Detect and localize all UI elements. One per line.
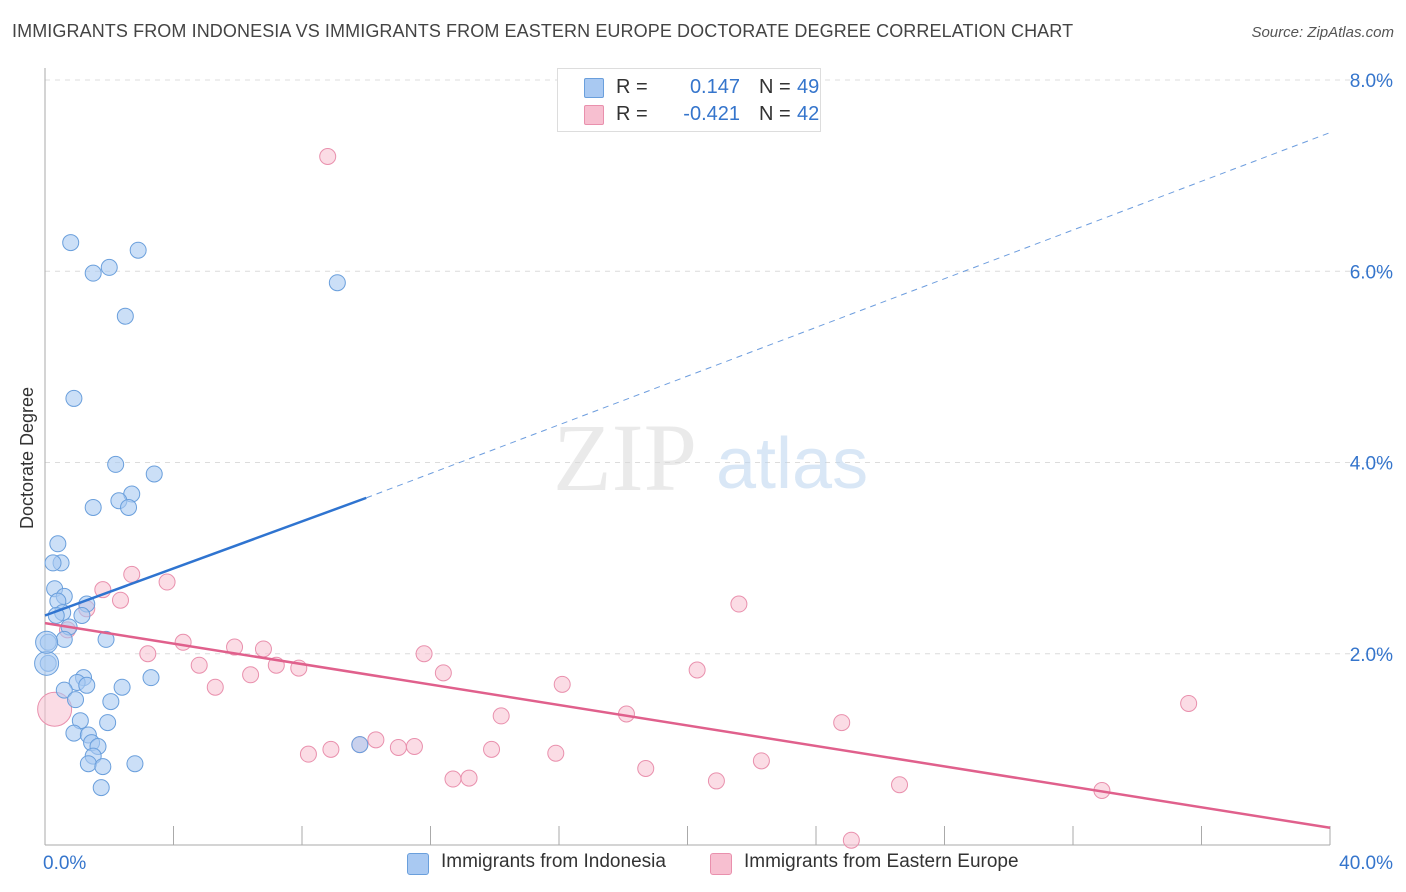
europe-point	[444, 770, 462, 788]
europe-point	[174, 633, 192, 651]
europe-point	[367, 731, 385, 749]
europe-point	[434, 664, 452, 682]
indonesia-point	[78, 676, 96, 694]
indonesia-point	[94, 758, 112, 776]
r-value-indonesia: 0.147	[689, 76, 740, 98]
chart-title: IMMIGRANTS FROM INDONESIA VS IMMIGRANTS …	[12, 21, 1074, 41]
indonesia-legend-label: Immigrants from Indonesia	[441, 851, 666, 872]
europe-point	[389, 738, 407, 756]
n-label: N =	[759, 103, 791, 125]
indonesia-point	[129, 241, 147, 259]
europe-point	[483, 740, 501, 758]
x-tick-label: 0.0%	[43, 853, 86, 874]
n-value-europe: 42	[797, 103, 820, 125]
indonesia-point	[142, 669, 160, 687]
europe-point	[842, 831, 860, 849]
y-tick-label: 2.0%	[1350, 645, 1393, 666]
r-value-europe: -0.421	[683, 103, 740, 125]
indonesia-point	[328, 274, 346, 292]
europe-legend-swatch	[710, 853, 732, 875]
indonesia-point	[84, 498, 102, 516]
indonesia-point	[49, 535, 67, 553]
indonesia-swatch	[584, 78, 604, 98]
indonesia-trend-line	[44, 496, 367, 617]
europe-point	[158, 573, 176, 591]
europe-point	[688, 661, 706, 679]
europe-point	[752, 752, 770, 770]
europe-point	[190, 656, 208, 674]
r-label: R =	[616, 103, 648, 125]
y-tick-label: 8.0%	[1350, 71, 1393, 92]
watermark-zip: ZIP	[553, 404, 697, 511]
indonesia-point	[73, 607, 91, 624]
europe-trend-line	[44, 621, 1331, 830]
europe-point	[1180, 694, 1198, 712]
indonesia-point	[55, 630, 73, 648]
europe-point	[139, 645, 157, 663]
y-axis-label: Doctorate Degree	[17, 387, 37, 529]
europe-point	[37, 691, 73, 727]
indonesia-point	[65, 724, 83, 742]
europe-point	[242, 666, 260, 684]
indonesia-point	[97, 630, 115, 648]
europe-point	[123, 565, 141, 583]
indonesia-point	[145, 465, 163, 483]
indonesia-point	[79, 755, 97, 773]
indonesia-point	[62, 234, 80, 252]
correlation-legend: R = 0.147 N = 49 R = -0.421 N = 42	[557, 68, 821, 132]
indonesia-point	[99, 714, 117, 732]
europe-point	[299, 745, 317, 763]
indonesia-point	[34, 650, 60, 676]
europe-point	[254, 640, 272, 658]
europe-point	[226, 638, 244, 656]
indonesia-point	[113, 678, 131, 696]
europe-point	[707, 772, 725, 790]
europe-swatch	[584, 105, 604, 125]
indonesia-point	[120, 498, 138, 516]
europe-point	[415, 645, 433, 663]
europe-point	[492, 707, 510, 725]
y-tick-label: 4.0%	[1350, 454, 1393, 475]
r-label: R =	[616, 76, 648, 98]
indonesia-point	[116, 307, 134, 325]
indonesia-point	[84, 264, 102, 282]
indonesia-point	[107, 455, 125, 473]
x-tick-label: 40.0%	[1339, 853, 1393, 874]
indonesia-point	[65, 389, 83, 407]
europe-point	[460, 769, 478, 787]
n-value-indonesia: 49	[797, 76, 820, 98]
europe-point	[547, 744, 565, 762]
europe-point	[637, 760, 655, 777]
indonesia-point	[35, 630, 59, 654]
indonesia-point	[102, 693, 120, 711]
y-tick-label: 6.0%	[1350, 262, 1393, 283]
indonesia-point	[351, 736, 369, 754]
europe-point	[833, 714, 851, 732]
europe-point	[322, 740, 340, 758]
indonesia-legend-swatch	[407, 853, 429, 875]
indonesia-point	[126, 755, 144, 773]
europe-legend-label: Immigrants from Eastern Europe	[744, 851, 1019, 872]
europe-point	[553, 675, 571, 693]
indonesia-point	[92, 779, 110, 797]
watermark-atlas: atlas	[716, 424, 868, 504]
indonesia-point	[67, 691, 85, 709]
europe-point	[405, 738, 423, 756]
europe-point	[111, 591, 129, 609]
europe-point	[730, 595, 748, 613]
indonesia-trend-extension	[366, 132, 1331, 499]
indonesia-point	[44, 554, 62, 572]
n-label: N =	[759, 76, 791, 98]
indonesia-point	[100, 258, 118, 276]
indonesia-point	[55, 681, 73, 699]
europe-point	[319, 148, 337, 165]
source-label: Source: ZipAtlas.com	[1251, 24, 1394, 41]
europe-point	[891, 776, 909, 794]
europe-point	[206, 678, 224, 696]
